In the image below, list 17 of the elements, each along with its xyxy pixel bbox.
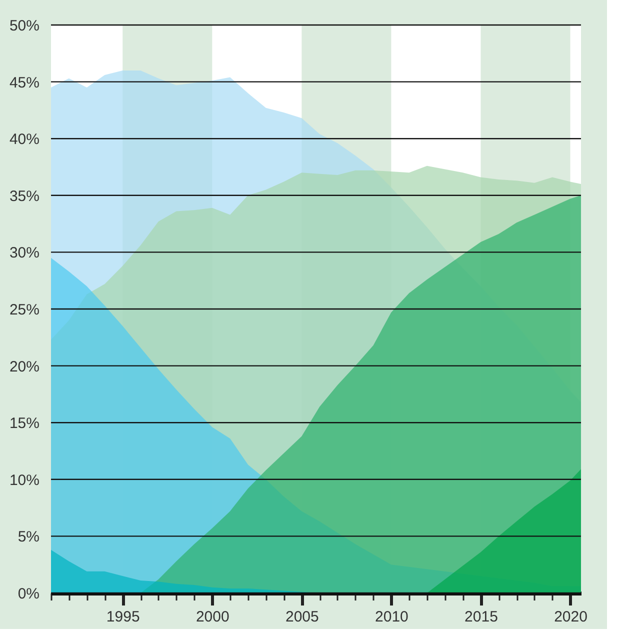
y-tick-label: 25% — [9, 302, 40, 318]
y-tick-label: 30% — [9, 244, 40, 262]
x-tick-label: 2015 — [464, 608, 498, 626]
y-tick-label: 5% — [18, 528, 40, 546]
x-tick-label: 2020 — [554, 608, 588, 626]
x-tick-label: 1995 — [106, 608, 140, 626]
x-tick-label: 2005 — [285, 608, 319, 626]
x-tick-label: 2010 — [375, 608, 408, 626]
y-tick-label: 40% — [9, 131, 40, 148]
y-tick-label: 35% — [9, 188, 40, 205]
y-tick-label: 15% — [9, 415, 40, 432]
y-tick-label: 45% — [9, 74, 40, 92]
y-tick-label: 0% — [18, 586, 40, 602]
y-tick-label: 20% — [9, 358, 40, 376]
x-tick-label: 2000 — [196, 608, 230, 626]
y-tick-label: 50% — [9, 18, 40, 34]
y-tick-label: 10% — [9, 472, 40, 489]
